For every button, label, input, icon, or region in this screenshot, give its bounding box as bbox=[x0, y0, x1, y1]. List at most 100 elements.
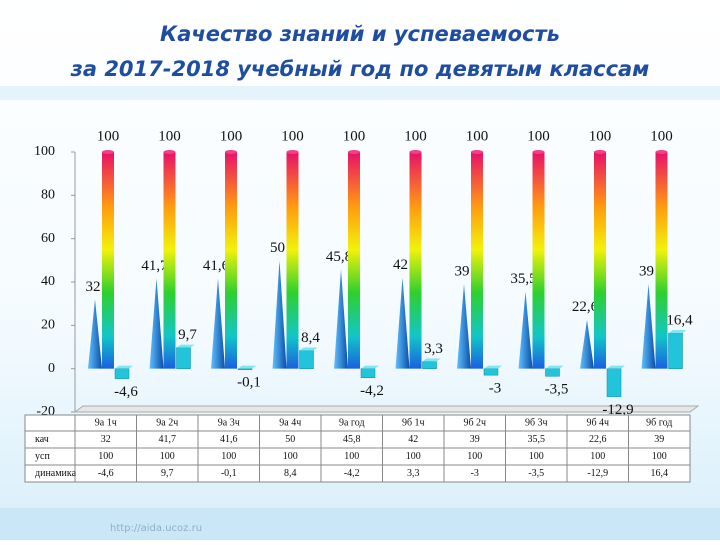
data-label: 100 bbox=[466, 128, 489, 144]
data-label: 41,6 bbox=[203, 258, 230, 274]
cylinder bbox=[348, 152, 360, 369]
table-cell: 8,4 bbox=[284, 468, 297, 479]
box-top bbox=[422, 358, 441, 362]
box-top bbox=[607, 365, 625, 369]
data-label: -3,5 bbox=[545, 382, 569, 398]
table-cell: 9,7 bbox=[161, 468, 174, 479]
chart-title: Качество знаний и успеваемость bbox=[160, 22, 560, 46]
cone bbox=[211, 278, 225, 369]
box-top bbox=[361, 365, 379, 369]
floor bbox=[73, 405, 700, 413]
data-label: 39 bbox=[639, 264, 654, 280]
data-label: 35,5 bbox=[510, 271, 536, 287]
footer: http://aida.ucoz.ru bbox=[110, 523, 202, 534]
cylinder-top bbox=[532, 150, 545, 154]
chart-title: за 2017-2018 учебный год по девятым клас… bbox=[70, 57, 650, 81]
box bbox=[237, 368, 253, 370]
cone bbox=[88, 299, 102, 369]
box bbox=[668, 332, 683, 369]
table-header: 9б 2ч bbox=[463, 417, 486, 428]
box bbox=[176, 347, 191, 369]
box bbox=[299, 350, 314, 369]
table-cell: 32 bbox=[101, 434, 111, 445]
table-cell: 41,7 bbox=[159, 434, 177, 445]
table-cell: 100 bbox=[467, 451, 482, 462]
cylinder bbox=[655, 152, 668, 369]
data-label: 100 bbox=[527, 128, 550, 144]
cone bbox=[641, 284, 656, 369]
cylinder bbox=[594, 152, 606, 369]
table-cell: 100 bbox=[590, 451, 605, 462]
cylinder-top bbox=[594, 150, 606, 154]
cylinder bbox=[409, 152, 422, 369]
table-cell: 100 bbox=[652, 451, 667, 462]
legend-label: усп bbox=[35, 451, 50, 462]
table-cell: 100 bbox=[406, 451, 421, 462]
data-label: 16,4 bbox=[666, 313, 693, 329]
table-cell: -0,1 bbox=[221, 468, 237, 479]
cone bbox=[334, 269, 348, 369]
box-top bbox=[299, 347, 318, 351]
table-cell: -12,9 bbox=[587, 468, 608, 479]
cylinder-top bbox=[102, 150, 114, 154]
cone bbox=[149, 278, 164, 369]
band bbox=[0, 86, 720, 100]
table-cell: 100 bbox=[283, 451, 298, 462]
table-cell: 42 bbox=[408, 434, 418, 445]
table-cell: 100 bbox=[221, 451, 236, 462]
cylinder bbox=[532, 152, 545, 369]
cylinder-top bbox=[225, 150, 237, 154]
cylinder-top bbox=[348, 150, 360, 154]
legend-label: динамика bbox=[35, 468, 77, 479]
table-cell: 100 bbox=[344, 451, 359, 462]
legend-label: кач bbox=[35, 434, 49, 445]
data-label: 9,7 bbox=[178, 327, 197, 343]
table-cell: 22,6 bbox=[589, 434, 607, 445]
data-label: 41,7 bbox=[141, 258, 168, 274]
cylinder bbox=[163, 152, 176, 369]
box bbox=[114, 368, 130, 379]
data-label: -4,2 bbox=[360, 383, 384, 399]
table-cell: -3 bbox=[471, 468, 479, 479]
data-label: 100 bbox=[97, 128, 120, 144]
box bbox=[360, 368, 376, 379]
table-cell: 100 bbox=[529, 451, 544, 462]
cylinder bbox=[471, 152, 483, 369]
cylinder-top bbox=[286, 150, 299, 154]
cylinder bbox=[225, 152, 237, 369]
cone bbox=[395, 277, 410, 369]
box-top bbox=[484, 365, 502, 369]
cone bbox=[518, 291, 533, 369]
table-cell: -3,5 bbox=[528, 468, 544, 479]
table-header: 9а 1ч bbox=[95, 417, 117, 428]
table-cell: 45,8 bbox=[343, 434, 361, 445]
data-label: 100 bbox=[220, 128, 243, 144]
cylinder-top bbox=[163, 150, 176, 154]
data-label: 100 bbox=[343, 128, 366, 144]
data-label: -4,6 bbox=[114, 384, 138, 400]
y-tick-label: 80 bbox=[41, 188, 55, 203]
table-cell: 35,5 bbox=[528, 434, 546, 445]
cylinder-top bbox=[655, 150, 668, 154]
data-label: 100 bbox=[158, 128, 181, 144]
cone bbox=[457, 284, 471, 369]
data-label: 100 bbox=[404, 128, 427, 144]
data-label: 32 bbox=[86, 279, 101, 295]
cylinder-top bbox=[471, 150, 483, 154]
table-cell: 39 bbox=[654, 434, 664, 445]
box-top bbox=[238, 365, 256, 369]
table-cell: 39 bbox=[470, 434, 480, 445]
cylinder bbox=[102, 152, 114, 369]
data-label: 100 bbox=[650, 128, 673, 144]
data-label: 22,6 bbox=[572, 299, 599, 315]
data-label: 100 bbox=[281, 128, 304, 144]
box-top bbox=[668, 330, 687, 334]
data-label: -3 bbox=[489, 381, 502, 397]
data-label: 3,3 bbox=[424, 341, 443, 357]
box bbox=[545, 368, 560, 377]
box-top bbox=[545, 365, 564, 369]
table-cell: -4,2 bbox=[344, 468, 360, 479]
y-tick-label: 100 bbox=[34, 144, 55, 159]
box-top bbox=[176, 344, 195, 348]
